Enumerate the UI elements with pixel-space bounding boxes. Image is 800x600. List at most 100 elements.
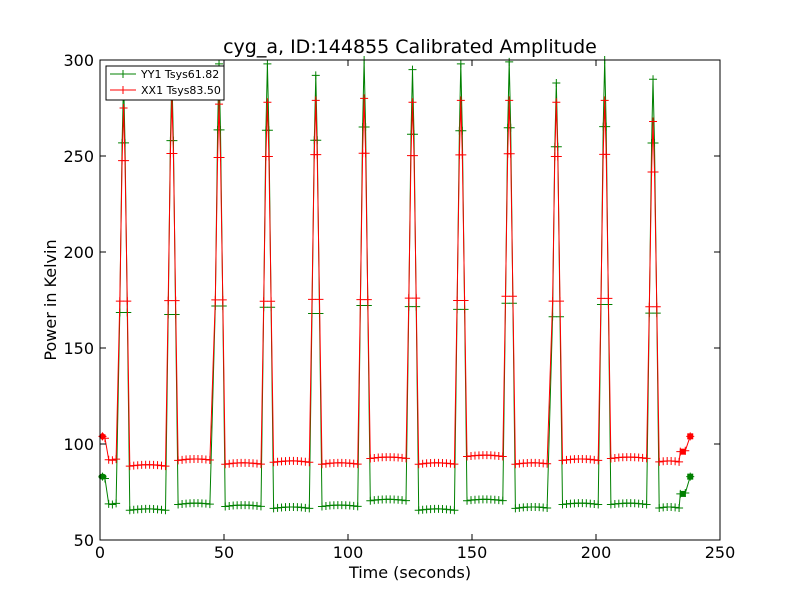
data-point (119, 104, 128, 112)
x-tick-label: 50 (214, 543, 234, 562)
data-point (505, 57, 514, 66)
y-tick-label: 250 (63, 147, 94, 166)
data-point (215, 100, 224, 109)
data-point (398, 496, 407, 505)
chart-title: cyg_a, ID:144855 Calibrated Amplitude (223, 36, 597, 58)
data-point (494, 496, 503, 505)
plot-area (100, 60, 720, 540)
data-point (211, 295, 220, 304)
x-axis-label: Time (seconds) (348, 563, 471, 582)
data-point (360, 94, 369, 103)
data-point (594, 456, 603, 465)
data-point (349, 459, 358, 468)
data-point (216, 153, 225, 162)
data-point (121, 156, 130, 165)
x-tick-label: 200 (581, 543, 612, 562)
data-point (402, 496, 411, 505)
data-point (671, 503, 680, 512)
legend-label-xx1: XX1 Tsys83.50 (141, 84, 221, 97)
data-point (556, 297, 565, 306)
data-point (174, 456, 183, 465)
data-point (123, 297, 132, 306)
data-point (349, 501, 358, 510)
data-point (649, 75, 658, 84)
x-tick-label: 150 (457, 543, 488, 562)
data-point (446, 505, 455, 514)
data-point (313, 150, 322, 159)
data-point (498, 496, 507, 505)
data-point (317, 502, 326, 511)
data-point (125, 506, 134, 515)
data-point (221, 460, 230, 469)
x-tick-label: 100 (333, 543, 364, 562)
data-point (596, 294, 605, 303)
data-point (305, 504, 314, 513)
data-point (315, 295, 324, 304)
data-point (675, 503, 684, 512)
data-point (506, 149, 515, 158)
data-point (602, 150, 611, 159)
data-point (356, 295, 365, 304)
data-point (269, 504, 278, 513)
data-point (463, 452, 472, 461)
data-point (645, 302, 654, 311)
data-point (604, 294, 613, 303)
data-point (642, 500, 651, 509)
data-point (366, 454, 375, 463)
data-point (453, 296, 462, 305)
data-point (558, 456, 567, 465)
data-point (263, 59, 272, 68)
data-point (104, 455, 113, 464)
data-point (353, 460, 362, 469)
data-point (252, 501, 261, 510)
data-point (408, 98, 417, 107)
data-point (263, 98, 272, 107)
data-point (655, 457, 664, 466)
data-point (638, 499, 647, 508)
data-point (543, 459, 552, 468)
y-tick-label: 100 (63, 435, 94, 454)
data-point (256, 460, 265, 469)
y-axis-label: Power in Kelvin (41, 239, 60, 360)
legend-label-yy1: YY1 Tsys61.82 (140, 68, 219, 81)
legend-marker-yy1 (119, 70, 127, 78)
x-tick-label: 250 (705, 543, 736, 562)
data-point (543, 503, 552, 512)
data-point (164, 296, 173, 305)
data-point (606, 500, 615, 509)
data-point (456, 59, 465, 68)
data-point (548, 297, 557, 306)
data-point (252, 459, 261, 468)
y-tick-label: 200 (63, 243, 94, 262)
data-point (638, 453, 647, 462)
data-point (171, 296, 180, 305)
data-point (115, 297, 124, 306)
data-point (590, 499, 599, 508)
end-marker (687, 433, 694, 440)
x-tick-label: 0 (95, 543, 105, 562)
data-point (221, 502, 230, 511)
data-point (264, 152, 273, 161)
data-point (308, 295, 317, 304)
data-point (652, 302, 661, 311)
data-point (161, 506, 170, 515)
data-point (174, 500, 183, 509)
data-point (169, 149, 178, 158)
data-point (511, 504, 520, 513)
y-tick-label: 50 (74, 531, 94, 550)
data-point (590, 455, 599, 464)
data-point (671, 457, 680, 466)
data-point (642, 454, 651, 463)
data-point (650, 138, 659, 147)
end-marker (687, 473, 694, 480)
data-point (361, 149, 370, 158)
data-point (301, 503, 310, 512)
data-point (594, 500, 603, 509)
data-point (552, 79, 561, 88)
data-point (408, 65, 417, 74)
data-point (267, 297, 276, 306)
data-point (317, 460, 326, 469)
data-point (446, 459, 455, 468)
data-point (218, 295, 227, 304)
